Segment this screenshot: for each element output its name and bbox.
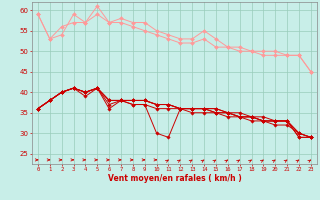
X-axis label: Vent moyen/en rafales ( km/h ): Vent moyen/en rafales ( km/h ) (108, 174, 241, 183)
